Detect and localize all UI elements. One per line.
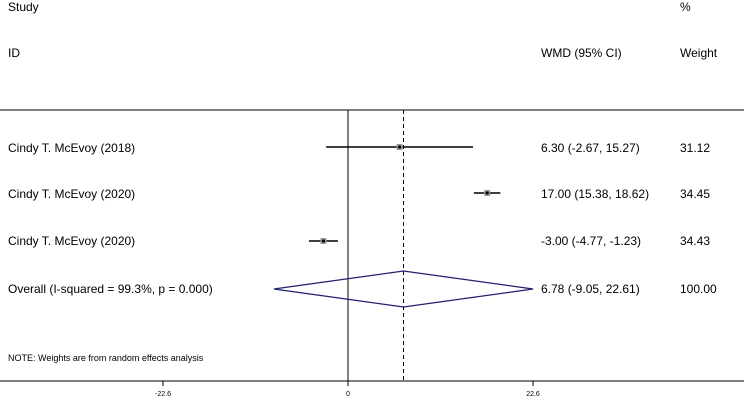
weight-header: Weight bbox=[680, 46, 718, 60]
study-ci-3: -3.00 (-4.77, -1.23) bbox=[541, 234, 642, 248]
study-weight-1: 31.12 bbox=[680, 141, 711, 155]
point-estimate-3 bbox=[321, 239, 326, 243]
overall-weight: 100.00 bbox=[680, 282, 717, 296]
footnote: NOTE: Weights are from random effects an… bbox=[8, 353, 204, 363]
study-label-1: Cindy T. McEvoy (2018) bbox=[8, 141, 136, 155]
study-weight-2: 34.45 bbox=[680, 187, 711, 201]
study-label-3: Cindy T. McEvoy (2020) bbox=[8, 234, 136, 248]
id-header: ID bbox=[8, 46, 20, 60]
study-weight-3: 34.43 bbox=[680, 234, 711, 248]
x-tick-label-zero: 0 bbox=[346, 391, 350, 398]
overall-label: Overall (I-squared = 99.3%, p = 0.000) bbox=[8, 282, 213, 296]
study-header: Study bbox=[8, 0, 39, 14]
x-tick-label-neg: -22.6 bbox=[155, 391, 171, 398]
study-ci-2: 17.00 (15.38, 18.62) bbox=[541, 187, 650, 201]
percent-header: % bbox=[680, 0, 691, 14]
x-tick-label-pos: 22.6 bbox=[526, 391, 540, 398]
wmd-header: WMD (95% CI) bbox=[541, 46, 622, 60]
study-ci-1: 6.30 (-2.67, 15.27) bbox=[541, 141, 640, 155]
overall-diamond bbox=[273, 270, 534, 308]
study-label-2: Cindy T. McEvoy (2020) bbox=[8, 187, 136, 201]
point-estimate-2 bbox=[485, 191, 489, 195]
point-estimate-1 bbox=[397, 145, 402, 149]
overall-ci: 6.78 (-9.05, 22.61) bbox=[541, 282, 640, 296]
